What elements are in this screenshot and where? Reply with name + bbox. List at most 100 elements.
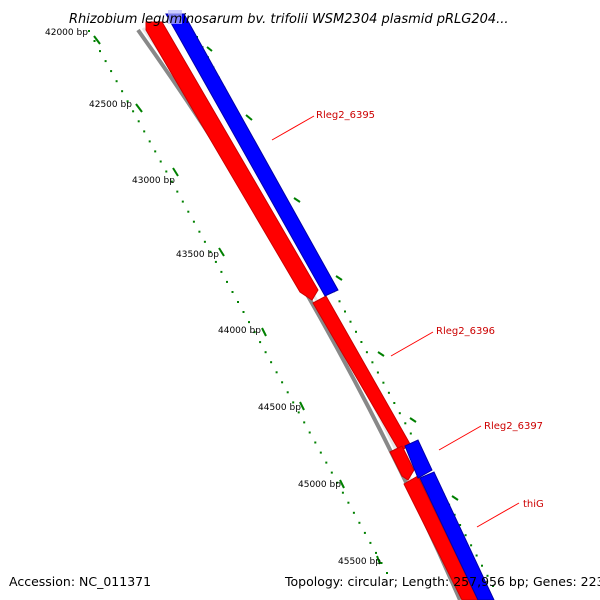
minor-tick-inner xyxy=(319,451,322,454)
tick-major-45500: 45500 bp xyxy=(338,555,381,567)
minor-tick-outer xyxy=(371,361,374,364)
minor-tick-inner xyxy=(148,140,151,143)
minor-tick-outer xyxy=(344,310,346,313)
selection-highlight xyxy=(168,10,182,24)
minor-tick-outer xyxy=(360,341,363,343)
gene-label-thig[interactable]: thiG xyxy=(476,499,544,528)
tick-major-42000: 42000 bp xyxy=(45,28,101,45)
gene-label-rleg2-6397[interactable]: Rleg2_6397 xyxy=(438,421,543,451)
minor-tick-outer xyxy=(486,574,489,577)
gene-rleg2-6395-reverse-arrow xyxy=(145,21,319,301)
minor-tick-outer xyxy=(355,330,357,333)
minor-tick-outer xyxy=(470,544,473,547)
minor-tick-outer xyxy=(409,432,412,435)
tick-label-42000: 42000 bp xyxy=(45,28,88,38)
map-title: Rhizobium leguminosarum bv. trifolii WSM… xyxy=(69,12,509,27)
minor-tick-inner xyxy=(270,361,273,364)
minor-tick-inner xyxy=(110,70,113,73)
backbone-highlight xyxy=(141,27,468,600)
minor-tick-inner xyxy=(104,60,107,63)
minor-tick-inner xyxy=(330,471,333,474)
minor-tick-inner xyxy=(314,441,317,444)
minor-tick-outer xyxy=(398,412,401,415)
minor-tick-inner xyxy=(297,411,300,414)
minor-tick-outer xyxy=(393,402,396,404)
gene-label-text[interactable]: thiG xyxy=(523,499,544,510)
minor-tick-inner xyxy=(363,531,366,534)
minor-tick-outer xyxy=(376,371,379,374)
minor-tick-outer xyxy=(349,320,352,323)
accession-text: Accession: NC_011371 xyxy=(9,574,151,589)
minor-tick-inner xyxy=(220,270,223,273)
minor-tick-inner xyxy=(286,391,289,394)
minor-tick-inner xyxy=(126,100,129,103)
tick-label-45500: 45500 bp xyxy=(338,557,381,567)
minor-tick-outer xyxy=(404,422,407,425)
gene-label-text[interactable]: Rleg2_6397 xyxy=(484,421,543,432)
minor-tick-inner xyxy=(154,150,157,153)
minor-tick-inner xyxy=(248,321,250,324)
minor-tick-outer xyxy=(464,534,467,537)
minor-tick-inner xyxy=(253,331,256,334)
minor-tick-inner xyxy=(115,80,118,83)
backbone-outer xyxy=(136,28,462,600)
minor-tick-inner xyxy=(259,341,262,344)
summary-text: Topology: circular; Length: 257,956 bp; … xyxy=(284,574,600,589)
minor-tick-inner xyxy=(93,40,96,42)
minor-tick-inner xyxy=(231,291,234,293)
minor-tick-inner xyxy=(237,301,239,303)
tick-label-43500: 43500 bp xyxy=(176,250,219,260)
gene-rleg2-6397-reverse-arrow xyxy=(389,445,415,481)
minor-tick-outer xyxy=(387,391,390,394)
minor-tick-outer xyxy=(475,554,478,557)
tick-major-44000: 44000 bp xyxy=(218,326,267,337)
minor-tick-inner xyxy=(325,461,328,464)
minor-tick-inner xyxy=(242,311,245,313)
minor-tick-inner xyxy=(369,541,372,544)
gene-rleg2-6397-arrow xyxy=(404,439,433,479)
minor-tick-inner xyxy=(132,110,135,113)
tick-major-42500: 42500 bp xyxy=(89,100,143,113)
forward-strand-track xyxy=(165,13,495,600)
minor-tick-inner xyxy=(203,240,206,243)
minor-tick-inner xyxy=(375,551,377,554)
tick-label-45000: 45000 bp xyxy=(298,480,341,490)
minor-tick-inner xyxy=(209,250,212,253)
minor-tick-inner xyxy=(187,210,190,213)
minor-tick-inner xyxy=(99,50,101,53)
tick-label-44500: 44500 bp xyxy=(258,403,301,413)
minor-tick-inner xyxy=(192,220,195,223)
tick-label-44000: 44000 bp xyxy=(218,326,261,336)
minor-tick-inner xyxy=(121,90,124,93)
minor-tick-inner xyxy=(88,30,90,32)
minor-tick-inner xyxy=(226,280,228,283)
tick-major-45000: 45000 bp xyxy=(298,479,345,490)
minor-tick-inner xyxy=(292,401,295,404)
gene-label-text[interactable]: Rleg2_6395 xyxy=(316,110,375,121)
minor-tick-inner xyxy=(159,160,162,163)
minor-tick-inner xyxy=(165,170,168,173)
gene-label-text[interactable]: Rleg2_6396 xyxy=(436,326,495,337)
gene-label-rleg2-6396[interactable]: Rleg2_6396 xyxy=(390,326,495,357)
gene-rleg2-6396-arrow xyxy=(312,295,411,453)
tick-major-43500: 43500 bp xyxy=(176,247,225,260)
minor-tick-inner xyxy=(341,491,344,494)
minor-tick-inner xyxy=(281,381,284,384)
minor-tick-outer xyxy=(365,351,368,354)
gene-label-rleg2-6395[interactable]: Rleg2_6395 xyxy=(271,110,375,141)
minor-tick-inner xyxy=(380,562,383,564)
minor-tick-inner xyxy=(214,260,217,263)
minor-tick-inner xyxy=(170,180,173,183)
minor-tick-inner xyxy=(386,572,388,574)
minor-tick-outer xyxy=(382,381,385,384)
minor-tick-inner xyxy=(358,521,361,524)
minor-tick-inner xyxy=(198,230,201,233)
minor-tick-inner xyxy=(143,130,146,133)
minor-tick-inner xyxy=(181,200,184,203)
tick-major-44500: 44500 bp xyxy=(258,401,305,413)
minor-tick-inner xyxy=(352,511,355,514)
minor-tick-inner xyxy=(336,481,339,484)
minor-tick-inner xyxy=(347,501,350,504)
minor-tick-inner xyxy=(137,120,140,123)
